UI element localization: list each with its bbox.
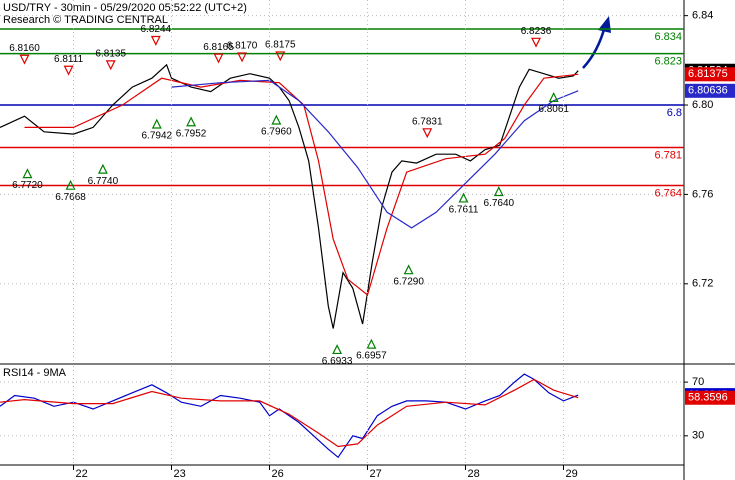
y-tick-label: 6.84 xyxy=(692,10,713,22)
pivot-label: 6.7611 xyxy=(449,205,479,216)
pivot-label: 6.7960 xyxy=(261,127,292,138)
pivot-marker xyxy=(237,52,248,63)
pivot-label: 6.8135 xyxy=(95,48,126,59)
level-label: 6.8 xyxy=(667,107,682,119)
chart-subtitle: Research © TRADING CENTRAL xyxy=(3,14,168,26)
y-tick-label: 6.76 xyxy=(692,188,713,200)
last-value-tag xyxy=(685,67,735,82)
last-value-tag xyxy=(685,83,735,98)
y-tick-label: 6.72 xyxy=(692,278,713,290)
pivot-label: 6.8236 xyxy=(521,26,552,37)
last-value-label: 6.81375 xyxy=(688,68,728,80)
pivot-label: 6.7740 xyxy=(88,176,119,187)
pivot-label: 6.8244 xyxy=(141,24,172,35)
pivot-marker xyxy=(22,168,33,179)
pivot-marker xyxy=(366,338,377,349)
series-line xyxy=(0,373,579,459)
x-tick-label: 23 xyxy=(173,468,185,480)
pivot-marker xyxy=(403,264,414,275)
last-value-tag xyxy=(685,390,735,405)
pivot-marker xyxy=(19,54,30,65)
pivot-marker xyxy=(275,51,286,62)
pivot-label: 6.7720 xyxy=(12,180,43,191)
pivot-marker xyxy=(97,163,108,174)
pivot-marker xyxy=(186,116,197,127)
pivot-label: 6.7290 xyxy=(393,276,424,287)
pivot-marker xyxy=(422,128,433,139)
pivot-marker xyxy=(65,179,76,190)
series-line xyxy=(0,378,579,448)
x-tick-label: 28 xyxy=(467,468,479,480)
x-tick-label: 27 xyxy=(369,468,381,480)
pivot-label: 6.6933 xyxy=(322,356,353,367)
pivot-label: 6.7952 xyxy=(176,128,207,139)
pivot-marker xyxy=(493,186,504,197)
level-label: 6.781 xyxy=(654,149,682,161)
series-line xyxy=(24,73,579,297)
x-tick-label: 26 xyxy=(271,468,283,480)
x-tick-label: 29 xyxy=(565,468,577,480)
pivot-marker xyxy=(458,192,469,203)
y-tick-label: 6.80 xyxy=(692,99,713,111)
x-tick-label: 22 xyxy=(75,468,87,480)
pivot-marker xyxy=(531,37,541,48)
pivot-marker xyxy=(150,35,161,46)
pivot-label: 6.8160 xyxy=(9,43,40,54)
pivot-label: 6.7942 xyxy=(141,131,172,142)
pivot-marker xyxy=(332,344,343,355)
pivot-label: 6.8165 xyxy=(203,42,234,53)
series-line xyxy=(171,79,579,229)
panel-title: RSI14 - 9MA xyxy=(3,367,67,379)
pivot-marker xyxy=(213,53,224,64)
pivot-label: 6.8170 xyxy=(227,41,258,52)
pivot-marker xyxy=(63,65,74,76)
pivot-label: 6.7640 xyxy=(483,198,514,209)
chart-title: USD/TRY - 30min - 05/29/2020 05:52:22 (U… xyxy=(3,2,247,14)
pivot-label: 6.7668 xyxy=(55,192,86,203)
pivot-label: 6.8111 xyxy=(54,54,84,65)
y-tick-label: 70 xyxy=(692,376,704,388)
level-label: 6.823 xyxy=(654,56,682,68)
pivot-label: 6.7831 xyxy=(412,116,443,127)
pivot-marker xyxy=(151,118,162,129)
pivot-label: 6.6957 xyxy=(356,351,387,362)
pivot-marker xyxy=(105,60,116,71)
last-value-label: 6.80636 xyxy=(688,85,728,97)
pivot-label: 6.8061 xyxy=(538,104,569,115)
pivot-marker xyxy=(271,114,282,125)
pivot-marker xyxy=(548,92,559,102)
level-label: 6.834 xyxy=(654,31,682,43)
y-tick-label: 30 xyxy=(692,430,704,442)
level-label: 6.764 xyxy=(654,187,682,199)
pivot-label: 6.8175 xyxy=(265,40,296,51)
last-value-label: 58.3596 xyxy=(688,392,728,404)
